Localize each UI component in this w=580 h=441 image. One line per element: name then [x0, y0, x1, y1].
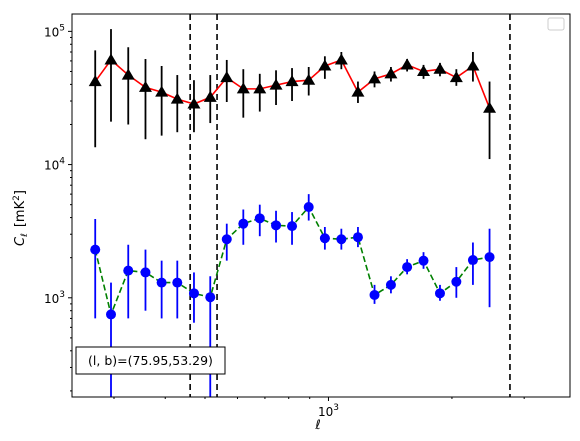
data-point: [385, 279, 396, 290]
data-point: [400, 58, 414, 70]
y-tick-label: 104: [44, 157, 65, 173]
data-point: [269, 78, 283, 90]
vertical-lines: [189, 14, 511, 397]
data-point: [123, 265, 134, 276]
axes-frame: [71, 13, 571, 398]
data-point: [352, 232, 363, 243]
data-point: [368, 72, 382, 84]
data-point: [104, 53, 118, 65]
data-point: [318, 59, 332, 71]
data-point: [484, 252, 495, 263]
data-point: [384, 67, 398, 79]
data-point: [221, 234, 232, 245]
data-point: [287, 221, 298, 232]
plot-area: [88, 14, 511, 397]
series-1: [90, 194, 495, 397]
x-tick-label: 103: [318, 403, 339, 419]
data-point: [253, 82, 267, 94]
y-axis-label-unit: [mK: [13, 200, 28, 227]
data-point: [434, 288, 445, 299]
data-point: [238, 218, 249, 229]
data-point: [105, 309, 116, 320]
data-point: [140, 267, 151, 278]
data-point: [138, 80, 152, 92]
y-axis-label-sub: ℓ: [20, 233, 30, 238]
data-point: [466, 59, 480, 71]
data-point: [319, 233, 330, 244]
data-point: [483, 101, 497, 113]
data-point: [170, 92, 184, 104]
annotation-frame: [75, 346, 226, 375]
y-axis-label-main: C: [13, 236, 28, 246]
x-axis-label: ℓ: [314, 418, 320, 433]
y-axis-label: Cℓ [mK2]: [12, 190, 30, 246]
y-tick-label: 105: [44, 23, 65, 39]
series-0: [88, 29, 497, 160]
annotation-box: (l, b)=(75.95,53.29): [75, 346, 226, 375]
data-point: [303, 202, 314, 213]
data-point: [334, 53, 348, 65]
data-point: [188, 288, 199, 299]
data-point: [236, 82, 250, 94]
series-layer: [88, 29, 497, 397]
data-point: [369, 289, 380, 300]
data-point: [285, 75, 299, 87]
data-point: [156, 277, 167, 288]
annotation-text: (l, b)=(75.95,53.29): [88, 353, 213, 368]
data-point: [205, 292, 216, 303]
data-point: [90, 244, 101, 255]
data-point: [121, 68, 135, 80]
data-point: [418, 255, 429, 266]
y-axis-label-unit-end: ]: [13, 190, 28, 195]
data-point: [155, 85, 169, 97]
data-point: [88, 75, 102, 87]
data-point: [220, 71, 234, 83]
ticks: 103 104 105 103: [44, 23, 525, 419]
y-axis-label-unit-sup: 2: [12, 195, 22, 201]
data-point: [302, 73, 316, 85]
data-point: [187, 97, 201, 109]
data-point: [451, 276, 462, 287]
y-tick-label: 103: [44, 290, 65, 306]
legend-box: [547, 17, 565, 31]
data-point: [449, 71, 463, 83]
data-point: [336, 234, 347, 245]
data-point: [433, 62, 447, 74]
data-point: [172, 277, 183, 288]
data-point: [402, 262, 413, 273]
data-point: [254, 213, 265, 224]
data-point: [351, 85, 365, 97]
data-point: [417, 64, 431, 77]
data-point: [271, 220, 282, 231]
data-point: [203, 90, 217, 102]
data-point: [467, 255, 478, 266]
